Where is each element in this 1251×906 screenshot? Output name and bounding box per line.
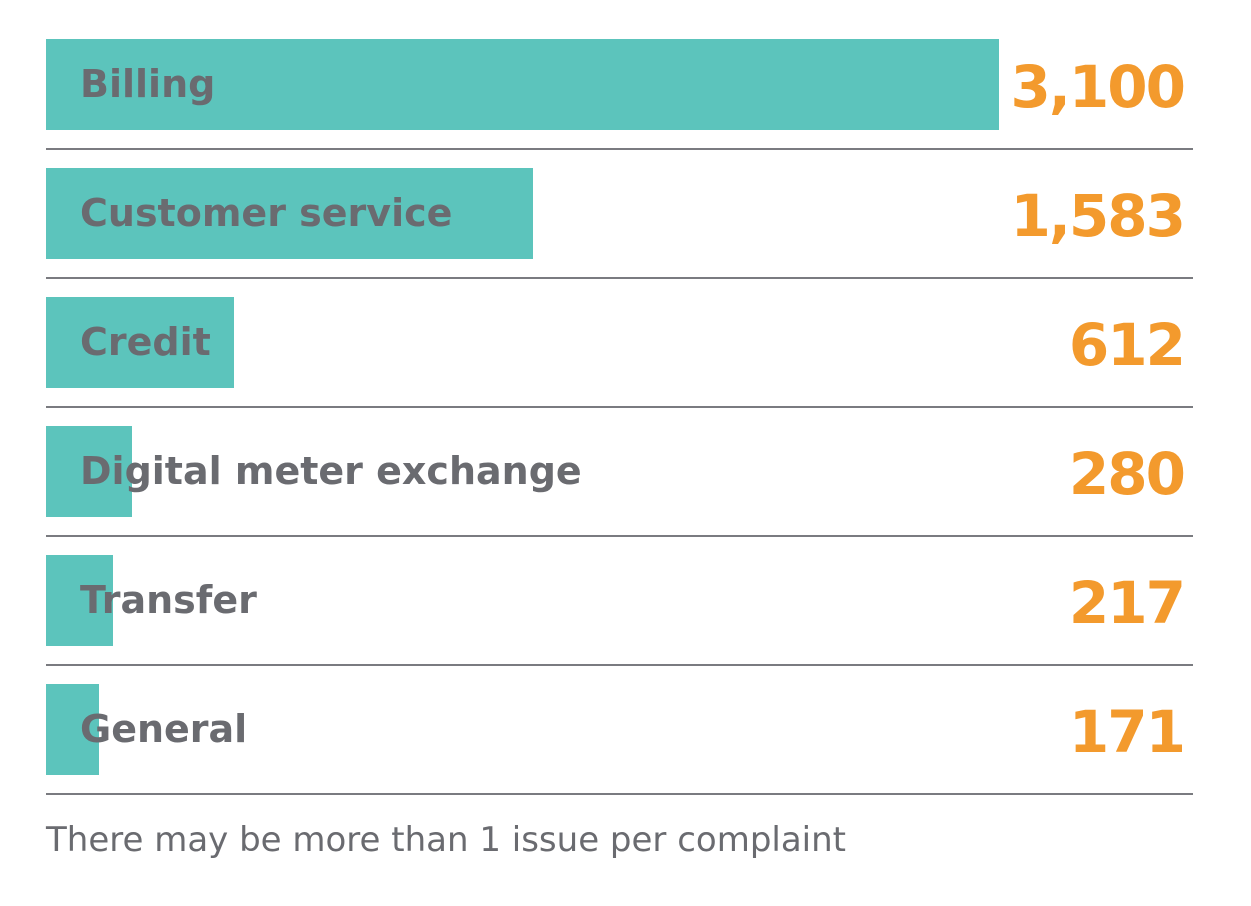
- bar: [46, 555, 113, 646]
- bar: [46, 168, 533, 259]
- category-label: Credit: [80, 320, 211, 364]
- value-label: 171: [1068, 698, 1186, 766]
- value-label: 612: [1068, 311, 1186, 379]
- row-divider: [46, 406, 1193, 408]
- bar-row: Digital meter exchange 280: [46, 407, 1193, 537]
- bar: [46, 426, 132, 517]
- bar-row: Credit 612: [46, 278, 1193, 408]
- category-label: General: [80, 707, 248, 751]
- bar-row: Transfer 217: [46, 536, 1193, 666]
- category-label: Digital meter exchange: [80, 449, 582, 493]
- row-divider: [46, 277, 1193, 279]
- value-label: 1,583: [1010, 182, 1186, 250]
- bar-row: Billing 3,100: [46, 20, 1193, 150]
- bar-row: Customer service 1,583: [46, 149, 1193, 279]
- chart-footnote: There may be more than 1 issue per compl…: [46, 820, 847, 860]
- category-label: Customer service: [80, 191, 453, 235]
- row-divider: [46, 535, 1193, 537]
- bar: [46, 39, 999, 130]
- value-label: 217: [1068, 569, 1186, 637]
- bar-row: General 171: [46, 665, 1193, 795]
- bar: [46, 297, 234, 388]
- value-label: 280: [1068, 440, 1186, 508]
- category-label: Transfer: [80, 578, 257, 622]
- category-label: Billing: [80, 62, 216, 106]
- bar: [46, 684, 99, 775]
- value-label: 3,100: [1010, 53, 1186, 121]
- row-divider: [46, 664, 1193, 666]
- row-divider: [46, 148, 1193, 150]
- row-divider: [46, 793, 1193, 795]
